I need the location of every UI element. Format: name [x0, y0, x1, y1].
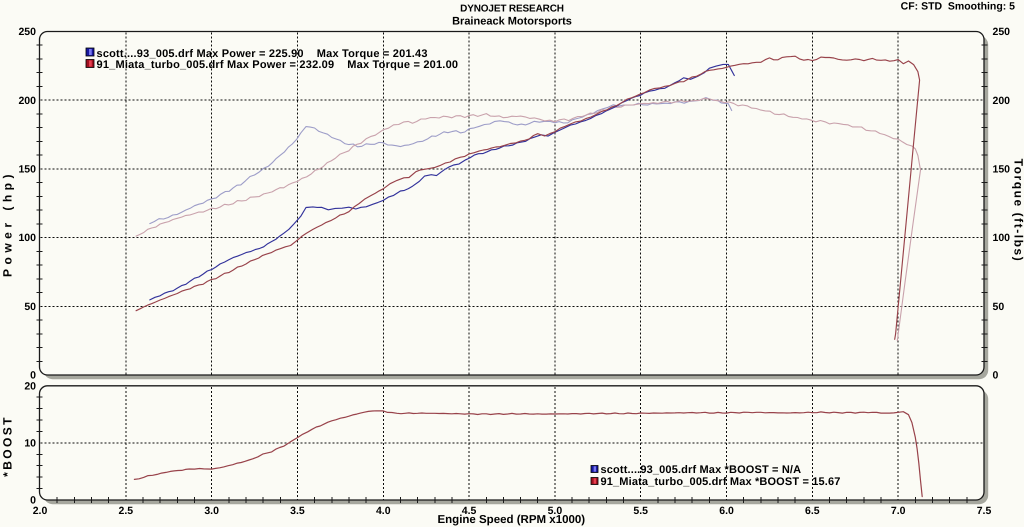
- svg-text:100: 100: [18, 232, 36, 244]
- svg-text:Power (hp): Power (hp): [1, 170, 15, 277]
- svg-text:CF: STD Smoothing: 5: CF: STD Smoothing: 5: [901, 0, 1015, 12]
- svg-text:4.0: 4.0: [376, 505, 391, 517]
- svg-text:5.5: 5.5: [633, 505, 648, 517]
- svg-text:20: 20: [24, 380, 36, 392]
- svg-text:200: 200: [993, 95, 1011, 107]
- svg-text:6.5: 6.5: [805, 505, 820, 517]
- svg-text:0: 0: [993, 370, 999, 382]
- svg-text:3.5: 3.5: [290, 505, 305, 517]
- svg-text:100: 100: [993, 232, 1011, 244]
- svg-text:scott....93_005.drf Max Power: scott....93_005.drf Max Power = 225.90 M…: [97, 48, 428, 60]
- svg-text:0: 0: [30, 370, 36, 382]
- svg-text:200: 200: [18, 95, 36, 107]
- svg-text:6.0: 6.0: [719, 505, 734, 517]
- svg-text:250: 250: [993, 26, 1011, 38]
- svg-text:7.5: 7.5: [977, 505, 992, 517]
- svg-text:91_Miata_turbo_005.drf Max Pow: 91_Miata_turbo_005.drf Max Power = 232.0…: [97, 59, 459, 71]
- svg-text:10: 10: [24, 438, 36, 450]
- svg-text:91_Miata_turbo_005.drf Max *BO: 91_Miata_turbo_005.drf Max *BOOST = 15.6…: [601, 476, 841, 488]
- svg-text:Braineack Motorsports: Braineack Motorsports: [452, 16, 572, 28]
- svg-text:50: 50: [24, 301, 36, 313]
- svg-text:*BOOST: *BOOST: [1, 415, 15, 477]
- svg-text:150: 150: [18, 164, 36, 176]
- svg-text:DYNOJET RESEARCH: DYNOJET RESEARCH: [460, 3, 564, 14]
- svg-text:2.5: 2.5: [119, 505, 134, 517]
- svg-text:2.0: 2.0: [33, 505, 48, 517]
- svg-text:scott....93_005.drf Max *BOOST: scott....93_005.drf Max *BOOST = N/A: [601, 464, 802, 476]
- svg-text:250: 250: [18, 26, 36, 38]
- svg-text:50: 50: [993, 301, 1005, 313]
- svg-text:7.0: 7.0: [891, 505, 906, 517]
- svg-text:Torque (ft-lbs): Torque (ft-lbs): [1012, 159, 1024, 263]
- svg-text:3.0: 3.0: [204, 505, 219, 517]
- svg-text:Engine Speed (RPM x1000): Engine Speed (RPM x1000): [437, 514, 585, 526]
- svg-text:0: 0: [30, 495, 36, 507]
- svg-text:4.5: 4.5: [462, 505, 477, 517]
- svg-text:150: 150: [993, 164, 1011, 176]
- svg-text:5.0: 5.0: [548, 505, 563, 517]
